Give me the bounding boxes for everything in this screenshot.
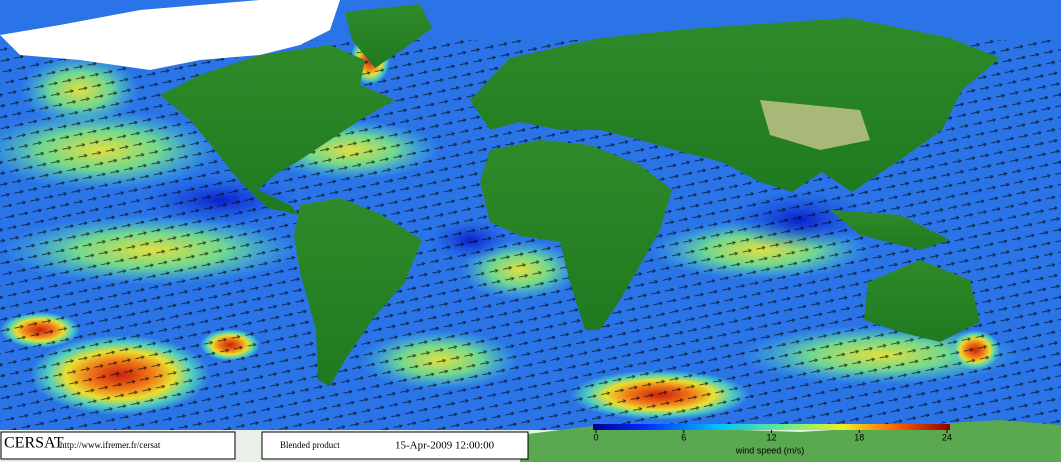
colorbar-tick-label: 18 [854,432,864,442]
credit-box [0,431,236,460]
date: 15-Apr-2009 12:00:00 [395,440,495,452]
colorbar-tick-label: 0 [593,432,598,442]
colorbar: 0 6 12 18 24 wind speed (m/s) [593,424,952,455]
logo: CERSAT [4,435,64,452]
product: Blended product [280,440,340,450]
colorbar-tick-label: 6 [681,432,686,442]
url: http://www.ifremer.fr/cersat [60,440,161,450]
colorbar-tick-label: 24 [942,432,952,442]
colorbar-tick-label: 12 [766,432,776,442]
colorbar-scale [593,424,950,430]
colorbar-label: wind speed (m/s) [735,445,805,455]
info-box [261,431,529,460]
footer: CERSAT http://www.ifremer.fr/cersat Blen… [0,431,529,460]
